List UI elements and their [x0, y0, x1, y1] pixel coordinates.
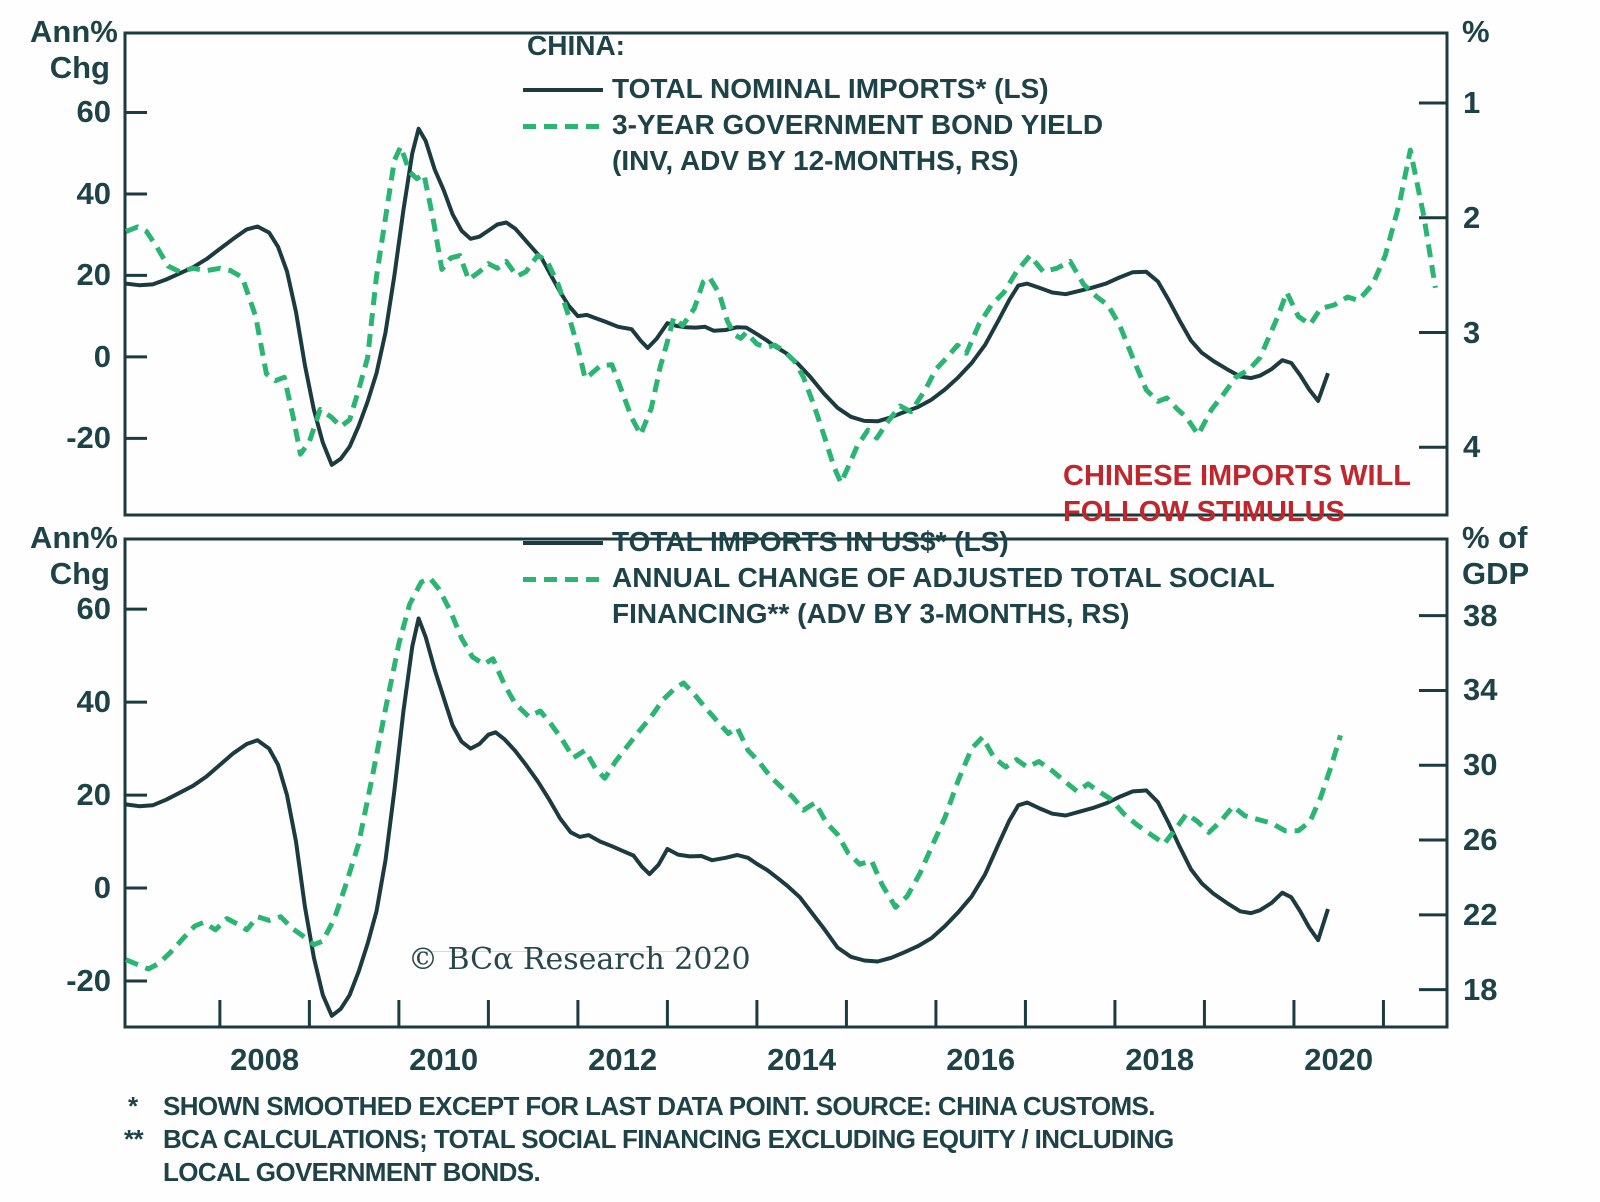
left-tick-label-bottom: 40 — [76, 684, 111, 720]
right-tick-label-bottom: 38 — [1463, 597, 1498, 633]
right-tick-label-bottom: 22 — [1463, 896, 1498, 932]
x-axis-label: 2016 — [946, 1042, 1016, 1077]
left-tick-label-top: 40 — [76, 175, 111, 211]
x-axis-label: 2010 — [409, 1042, 479, 1077]
x-axis-label: 2018 — [1125, 1042, 1195, 1077]
legend-label-bond-yield-line2: (INV, ADV BY 12-MONTHS, RS) — [612, 145, 1019, 176]
legend-label-tsf-line1: ANNUAL CHANGE OF ADJUSTED TOTAL SOCIAL — [612, 562, 1275, 593]
right-tick-label-bottom: 26 — [1463, 822, 1498, 858]
annotation-line2: FOLLOW STIMULUS — [1063, 496, 1345, 528]
x-axis-label: 2014 — [767, 1042, 837, 1077]
legend-swatch-dashed-top — [523, 124, 605, 129]
legend-swatch-solid-top — [523, 88, 603, 92]
legend-swatch-solid-bottom — [523, 541, 603, 545]
right-tick-label-bottom: 30 — [1463, 747, 1498, 783]
series-line-top-1 — [124, 144, 1438, 486]
right-tick-label-top: 1 — [1463, 85, 1481, 120]
left-axis-title-top: Chg — [49, 50, 110, 85]
series-line-top-0 — [125, 126, 1330, 467]
x-axis-label: 2008 — [230, 1042, 300, 1077]
footnote-1-marker: * — [128, 1091, 138, 1121]
x-axis-label: 2012 — [588, 1042, 658, 1077]
right-tick-label-top: 4 — [1463, 429, 1481, 465]
legend-swatch-dashed-bottom — [523, 577, 605, 582]
legend-label-nominal-imports: TOTAL NOMINAL IMPORTS* (LS) — [612, 73, 1049, 104]
left-tick-label-top: 20 — [76, 257, 111, 293]
left-axis-title-top: Ann% — [30, 14, 118, 49]
legend-label-tsf-line2: FINANCING** (ADV BY 3-MONTHS, RS) — [612, 598, 1130, 629]
series-line-bottom-1 — [124, 575, 1343, 972]
footnote-2-text-line2: LOCAL GOVERNMENT BONDS. — [163, 1157, 541, 1187]
panel-border-bottom — [123, 537, 1449, 1029]
footnote-2-marker: ** — [124, 1124, 144, 1154]
legend-label-usd-imports: TOTAL IMPORTS IN US$* (LS) — [612, 526, 1009, 557]
left-axis-title-bottom: Ann% — [30, 520, 118, 555]
left-tick-label-top: -20 — [66, 420, 111, 456]
legend-label-bond-yield-line1: 3-YEAR GOVERNMENT BOND YIELD — [612, 109, 1104, 140]
left-tick-label-top: 0 — [93, 338, 111, 374]
right-tick-label-top: 3 — [1463, 314, 1481, 350]
annotation-line1: CHINESE IMPORTS WILL — [1063, 460, 1411, 492]
left-tick-label-bottom: 60 — [76, 591, 111, 627]
series-line-bottom-0 — [125, 616, 1330, 1018]
right-tick-label-top: 2 — [1463, 199, 1481, 235]
footnote-2-text-line1: BCA CALCULATIONS; TOTAL SOCIAL FINANCING… — [163, 1124, 1174, 1154]
footnote-1-text: SHOWN SMOOTHED EXCEPT FOR LAST DATA POIN… — [163, 1091, 1155, 1121]
x-axis-label: 2020 — [1304, 1042, 1374, 1077]
left-tick-label-top: 60 — [76, 94, 111, 130]
right-axis-title-bottom: GDP — [1462, 556, 1530, 591]
legend-title-china: CHINA: — [527, 30, 625, 61]
right-axis-title-bottom: % of — [1462, 520, 1528, 555]
right-tick-label-bottom: 34 — [1463, 672, 1498, 708]
right-tick-label-bottom: 18 — [1463, 971, 1498, 1007]
left-axis-title-bottom: Chg — [49, 556, 110, 591]
left-tick-label-bottom: 0 — [93, 870, 111, 906]
left-tick-label-bottom: -20 — [66, 962, 111, 998]
right-axis-title-top: % — [1462, 14, 1490, 49]
copyright-text: © BCα Research 2020 — [408, 942, 751, 977]
left-tick-label-bottom: 20 — [76, 777, 111, 813]
copyright-divider — [415, 951, 722, 952]
